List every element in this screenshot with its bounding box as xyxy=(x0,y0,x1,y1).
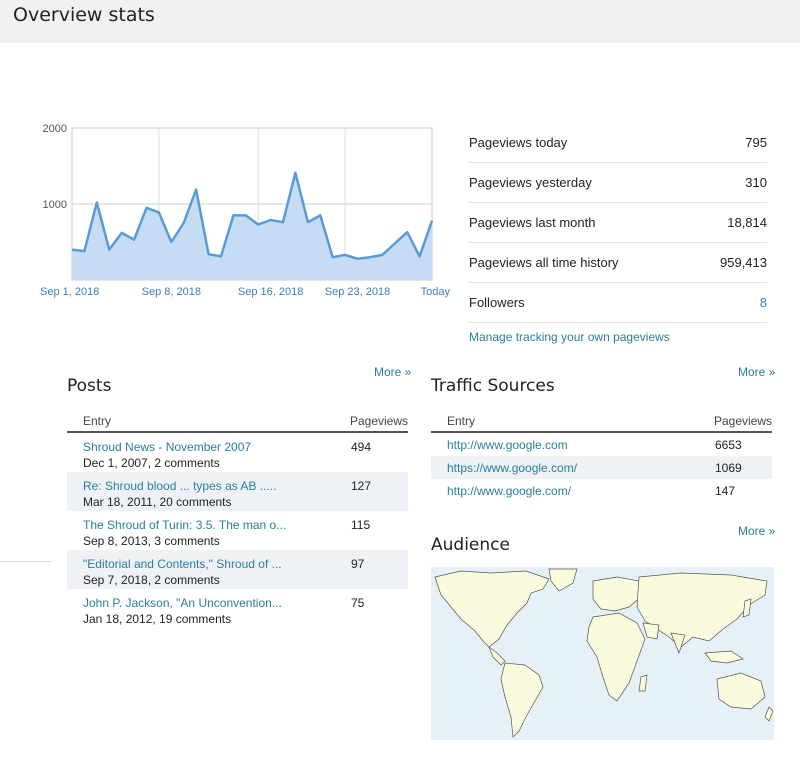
post-pageviews: 75 xyxy=(351,596,365,610)
post-meta: Mar 18, 2011, 20 comments xyxy=(83,495,232,509)
x-tick-label: Sep 1, 2018 xyxy=(40,286,99,298)
posts-table-header: Entry Pageviews xyxy=(67,410,408,433)
manage-tracking-link[interactable]: Manage tracking your own pageviews xyxy=(469,330,670,344)
stat-label: Followers xyxy=(469,295,525,310)
post-meta: Jan 18, 2012, 19 comments xyxy=(83,612,232,626)
pageviews-chart-svg: 2000 1000 Sep 1, 2018 Sep 8, 2018 Sep 16, 20… xyxy=(40,123,451,298)
col-pageviews: Pageviews xyxy=(713,413,772,428)
table-row: John P. Jackson, "An Unconvention... Jan … xyxy=(67,589,408,628)
posts-title: Posts xyxy=(67,376,112,396)
post-meta: Sep 7, 2018, 2 comments xyxy=(83,573,220,587)
page-title: Overview stats xyxy=(13,4,155,26)
post-pageviews: 494 xyxy=(351,440,372,454)
traffic-source-link[interactable]: https://www.google.com/ xyxy=(447,460,578,475)
audience-title: Audience xyxy=(431,535,510,555)
table-row: "Editorial and Contents," Shroud of ... S… xyxy=(67,550,408,589)
traffic-source-link[interactable]: http://www.google.com/ xyxy=(447,483,572,498)
pageviews-chart: 2000 1000 Sep 1, 2018 Sep 8, 2018 Sep 16, 20… xyxy=(0,110,460,315)
post-meta: Dec 1, 2007, 2 comments xyxy=(83,456,220,470)
post-pageviews: 127 xyxy=(351,479,372,493)
post-title-link[interactable]: "Editorial and Contents," Shroud of ... xyxy=(83,557,282,571)
stat-row-all-time: Pageviews all time history 959,413 xyxy=(469,243,767,283)
stat-value: 795 xyxy=(745,135,767,150)
col-entry: Entry xyxy=(83,413,112,428)
table-row: http://www.google.com/ 147 xyxy=(431,479,772,502)
traffic-pageviews: 147 xyxy=(715,483,736,498)
x-tick-label: Sep 8, 2018 xyxy=(142,286,201,298)
col-pageviews: Pageviews xyxy=(349,413,408,428)
stat-row-followers: Followers 8 xyxy=(469,283,767,323)
page-header: Overview stats xyxy=(0,0,800,43)
post-title-link[interactable]: John P. Jackson, "An Unconvention... xyxy=(83,596,282,610)
y-tick-label: 1000 xyxy=(43,199,67,211)
stat-row-last-month: Pageviews last month 18,814 xyxy=(469,203,767,243)
posts-more-link[interactable]: More » xyxy=(374,365,412,379)
stat-label: Pageviews all time history xyxy=(469,255,619,270)
followers-count-link[interactable]: 8 xyxy=(759,295,767,310)
audience-map[interactable] xyxy=(431,567,774,740)
x-tick-label: Sep 16, 2018 xyxy=(238,286,303,298)
col-entry: Entry xyxy=(447,413,476,428)
table-row: Re: Shroud blood ... types as AB ..... Ma… xyxy=(67,472,408,511)
y-tick-label: 2000 xyxy=(43,123,67,135)
traffic-table-header: Entry Pageviews xyxy=(431,410,772,433)
stat-value: 18,814 xyxy=(727,215,767,230)
stat-label: Pageviews today xyxy=(469,135,568,150)
post-meta: Sep 8, 2013, 3 comments xyxy=(83,534,220,548)
post-pageviews: 97 xyxy=(351,557,365,571)
posts-table: Entry Pageviews Shroud News - November 2… xyxy=(67,410,408,628)
series-line xyxy=(71,171,434,260)
audience-more-link[interactable]: More » xyxy=(738,524,776,538)
stat-row-yesterday: Pageviews yesterday 310 xyxy=(469,163,767,203)
table-row: http://www.google.com 6653 xyxy=(431,433,772,456)
divider xyxy=(0,561,52,562)
world-map-icon xyxy=(434,568,774,738)
x-tick-label: Today xyxy=(421,286,451,298)
post-title-link[interactable]: Shroud News - November 2007 xyxy=(83,440,252,454)
stat-row-today: Pageviews today 795 xyxy=(469,123,767,163)
stats-panel: Pageviews today 795 Pageviews yesterday … xyxy=(469,123,767,323)
traffic-pageviews: 1069 xyxy=(715,460,742,475)
traffic-source-link[interactable]: http://www.google.com xyxy=(447,437,568,452)
stat-value: 310 xyxy=(745,175,767,190)
traffic-sources-title: Traffic Sources xyxy=(431,376,555,396)
stat-label: Pageviews yesterday xyxy=(469,175,592,190)
stat-value: 959,413 xyxy=(720,255,767,270)
stat-label: Pageviews last month xyxy=(469,215,596,230)
traffic-more-link[interactable]: More » xyxy=(738,365,776,379)
traffic-pageviews: 6653 xyxy=(715,437,742,452)
traffic-table: Entry Pageviews http://www.google.com 66… xyxy=(431,410,772,502)
post-pageviews: 115 xyxy=(351,518,371,532)
post-title-link[interactable]: The Shroud of Turin: 3.5. The man o... xyxy=(83,518,287,532)
table-row: Shroud News - November 2007 Dec 1, 2007, … xyxy=(67,433,408,472)
series-area xyxy=(72,172,432,280)
post-title-link[interactable]: Re: Shroud blood ... types as AB ..... xyxy=(83,479,277,493)
table-row: https://www.google.com/ 1069 xyxy=(431,456,772,479)
x-tick-label: Sep 23, 2018 xyxy=(325,286,390,298)
table-row: The Shroud of Turin: 3.5. The man o... Se… xyxy=(67,511,408,550)
